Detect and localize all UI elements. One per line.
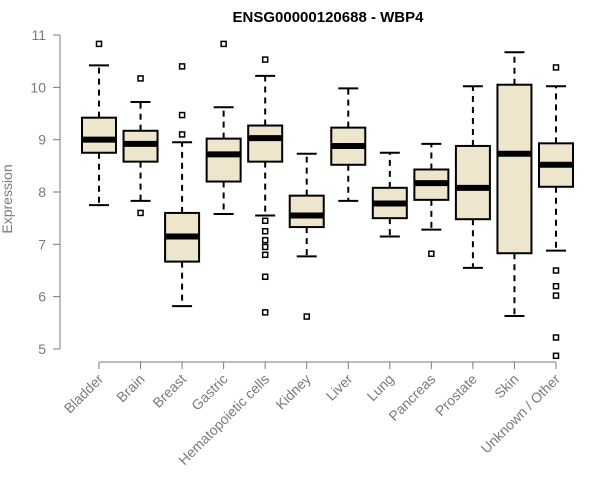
outlier-point	[428, 250, 435, 258]
box-liver	[330, 87, 367, 202]
outlier-point	[261, 273, 269, 281]
outlier-point	[261, 217, 269, 225]
outlier-point	[95, 40, 103, 48]
box-prostate	[454, 85, 491, 269]
box-brain	[122, 75, 159, 217]
category-label: Lung	[364, 371, 397, 404]
outlier-point	[220, 40, 227, 48]
category-label: Brain	[113, 371, 147, 405]
outlier-point	[261, 56, 269, 63]
iqr-box	[496, 83, 533, 255]
y-axis: 5 6 7 8 9 10 11	[30, 27, 60, 357]
y-axis-title: Expression	[0, 164, 15, 233]
box-skin	[496, 51, 533, 318]
outlier-point	[552, 282, 560, 290]
y-tick-label: 6	[38, 289, 46, 305]
y-tick-label: 10	[30, 79, 46, 95]
box-lung	[371, 151, 408, 238]
box-kidney	[288, 152, 325, 320]
outlier-point	[137, 75, 144, 82]
y-tick-label: 11	[31, 27, 46, 43]
y-tick-label: 8	[38, 184, 46, 200]
iqr-box	[205, 137, 242, 183]
outlier-point	[178, 131, 186, 138]
chart-title: ENSG00000120688 - WBP4	[233, 9, 425, 26]
outlier-point	[261, 251, 269, 259]
outlier-point	[261, 309, 269, 316]
iqr-box	[81, 116, 117, 154]
box-series	[81, 40, 574, 360]
outlier-point	[552, 64, 560, 71]
category-label: Breast	[149, 371, 189, 411]
outlier-point	[552, 334, 560, 341]
iqr-box	[288, 194, 325, 229]
iqr-box	[247, 124, 284, 163]
box-bladder	[81, 40, 117, 207]
box-hematopoietic-cells	[247, 56, 284, 316]
outlier-point	[178, 63, 186, 70]
outlier-point	[261, 228, 269, 235]
category-label: Bladder	[61, 371, 107, 417]
y-tick-label: 9	[38, 132, 46, 148]
outlier-point	[178, 111, 186, 119]
outlier-point	[552, 267, 560, 274]
iqr-box	[454, 144, 491, 221]
category-label: Skin	[491, 371, 522, 402]
category-label: Unknown / Other	[478, 371, 564, 457]
box-breast	[164, 63, 201, 308]
category-label: Kidney	[272, 371, 314, 413]
outlier-point	[303, 313, 310, 320]
y-tick-label: 5	[38, 341, 46, 357]
box-gastric	[205, 40, 242, 215]
box-unknown-other	[538, 64, 574, 360]
category-label: Prostate	[432, 371, 480, 419]
category-label: Liver	[323, 371, 356, 404]
outlier-point	[137, 209, 144, 217]
box-pancreas	[413, 142, 450, 258]
outlier-point	[261, 236, 269, 244]
outlier-point	[552, 292, 560, 299]
outlier-point	[261, 243, 269, 251]
y-tick-label: 7	[38, 236, 46, 252]
outlier-point	[552, 352, 560, 360]
